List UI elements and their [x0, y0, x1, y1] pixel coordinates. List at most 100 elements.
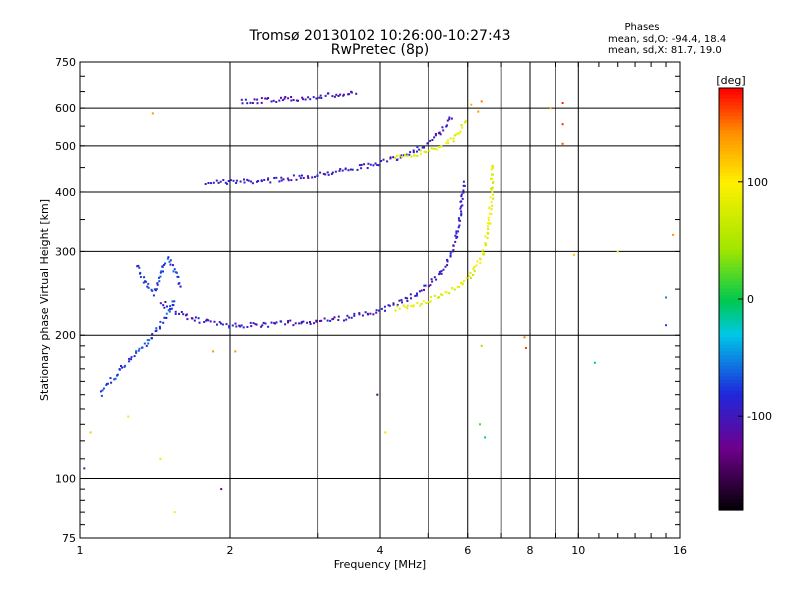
colorbar-segment [719, 425, 743, 430]
data-point [120, 365, 122, 367]
data-point [177, 282, 180, 285]
data-point [243, 178, 245, 181]
data-point [207, 182, 210, 184]
data-point [135, 351, 138, 354]
data-point [284, 323, 287, 326]
data-point [315, 97, 318, 100]
data-point [102, 387, 105, 390]
data-point [432, 147, 435, 150]
data-point [320, 319, 323, 322]
data-point [448, 118, 451, 121]
data-point [267, 178, 269, 181]
data-point [295, 178, 298, 181]
data-point [177, 275, 180, 278]
data-point [193, 319, 196, 322]
data-point [358, 313, 361, 316]
colorbar-segment [719, 323, 743, 328]
data-point [433, 294, 436, 297]
data-point [301, 174, 303, 177]
data-point [416, 150, 418, 153]
data-point [425, 151, 428, 154]
data-point [440, 145, 443, 148]
data-point [185, 313, 188, 316]
data-point [137, 349, 140, 352]
colorbar-segment [719, 299, 743, 304]
data-point [346, 314, 349, 317]
data-point [287, 179, 290, 182]
data-point [476, 260, 479, 263]
data-point [492, 197, 495, 200]
colorbar-segment [719, 439, 743, 444]
data-point [319, 94, 322, 97]
data-point [395, 154, 398, 157]
data-point [165, 316, 168, 319]
data-point [292, 324, 295, 327]
colorbar-segment [719, 211, 743, 216]
data-point [484, 235, 487, 238]
data-point [283, 97, 286, 100]
data-point [487, 222, 490, 225]
data-point [162, 270, 164, 273]
data-point [459, 207, 462, 210]
data-point [228, 325, 231, 328]
data-point [404, 296, 407, 299]
colorbar-segment [719, 291, 743, 297]
data-point [275, 176, 278, 179]
data-point [561, 142, 564, 145]
data-point [333, 95, 336, 98]
data-point [162, 304, 165, 307]
data-point [488, 222, 491, 225]
data-point [462, 184, 465, 187]
colorbar-segment [719, 495, 743, 501]
colorbar-segment [719, 351, 743, 356]
data-point [419, 304, 422, 307]
colorbar-segment [719, 478, 743, 483]
data-point [332, 317, 335, 320]
data-point [260, 180, 263, 183]
data-point [616, 250, 619, 253]
data-point [298, 174, 301, 177]
data-point [155, 329, 158, 332]
data-point [261, 324, 264, 327]
data-point [116, 373, 119, 376]
data-point [491, 186, 494, 189]
data-point [239, 180, 242, 183]
data-point [483, 252, 486, 255]
data-point [455, 232, 458, 235]
data-point [136, 265, 139, 268]
data-point [163, 306, 166, 309]
data-point [100, 394, 103, 397]
data-point [318, 96, 321, 99]
data-point [487, 219, 490, 222]
data-point [169, 263, 172, 266]
data-point [292, 174, 295, 177]
colorbar-segment [719, 464, 743, 469]
data-point [240, 98, 243, 101]
data-point [302, 98, 305, 101]
data-point [109, 377, 112, 380]
colorbar-segment [719, 453, 743, 458]
data-point [350, 91, 353, 94]
data-point [235, 325, 238, 328]
data-point [220, 488, 223, 491]
data-point [337, 95, 340, 97]
colorbar-segment [719, 109, 743, 114]
data-point [251, 182, 254, 185]
data-point [147, 282, 150, 285]
data-point [290, 96, 293, 98]
data-point [436, 296, 439, 299]
data-point [83, 467, 86, 470]
colorbar-segment [719, 267, 743, 272]
data-point [142, 281, 145, 284]
data-point [330, 173, 333, 175]
data-point [445, 291, 448, 294]
data-point [423, 288, 425, 291]
colorbar-segment [719, 372, 743, 377]
data-point [458, 286, 461, 288]
data-point [356, 168, 359, 171]
data-point [446, 124, 448, 127]
data-point [113, 378, 116, 381]
data-point [219, 180, 222, 183]
data-point [460, 193, 463, 196]
data-point [284, 96, 287, 98]
